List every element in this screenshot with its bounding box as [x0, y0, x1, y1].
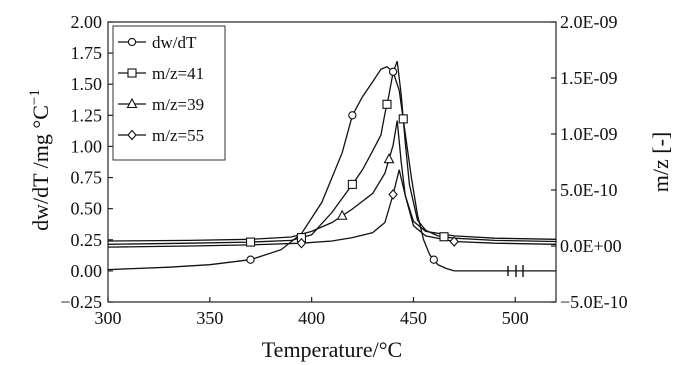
legend-label: m/z=55	[152, 126, 204, 145]
x-tick-label: 350	[196, 308, 223, 328]
y2-axis-title: m/z [-]	[648, 132, 673, 192]
legend-marker-m-z-41	[127, 68, 137, 78]
x-tick-label: 500	[502, 308, 529, 328]
y-tick-label: 0.75	[71, 168, 103, 188]
x-axis-title: Temperature/°C	[262, 337, 402, 362]
legend-label: m/z=39	[152, 95, 204, 114]
series-line-m-z-55	[107, 169, 557, 248]
marker-m-z-41	[398, 114, 408, 124]
y-axis-title-superscript: −1	[27, 89, 43, 105]
legend-label: dw/dT	[152, 33, 197, 52]
x-tick-label: 400	[298, 308, 325, 328]
marker-dw-dt	[388, 67, 398, 76]
y-ticks: −0.25 0.00 0.25 0.50 0.75 1.00 1.25 1.50 1.75 2.0…	[60, 12, 113, 312]
y-tick-label: 1.25	[71, 105, 103, 125]
series-line-dw-dt	[107, 66, 556, 272]
legend-marker-m-z-39	[126, 97, 138, 109]
y2-tick-label: 1.5E-09	[560, 68, 618, 88]
series-markers	[245, 67, 459, 264]
marker-m-z-55	[388, 189, 398, 200]
y-tick-label: 0.25	[71, 230, 103, 250]
y2-ticks: −5.0E-10 0.0E+00 5.0E-10 1.0E-09 1.5E-09 2.0E…	[551, 12, 628, 312]
marker-m-z-55	[296, 237, 307, 249]
y-tick-label: 0.50	[71, 199, 103, 219]
y2-tick-label: 2.0E-09	[560, 12, 618, 32]
legend: dw/dT m/z=41 m/z=39 m/z=55	[112, 25, 226, 161]
y-axis-title: dw/dT /mg °C−1	[27, 89, 53, 231]
y-tick-label: 1.75	[71, 43, 103, 63]
y-tick-label: 1.00	[71, 136, 103, 156]
marker-dw-dt	[429, 255, 438, 264]
marker-dw-dt	[348, 111, 357, 120]
y-tick-label: 2.00	[71, 12, 103, 32]
y2-tick-label: 5.0E-10	[560, 180, 618, 200]
legend-marker-dw-dt	[127, 37, 137, 47]
axis-break-marks	[507, 265, 524, 277]
x-tick-label: 450	[400, 308, 427, 328]
plot-frame	[107, 21, 557, 303]
legend-marker-m-z-55	[127, 129, 137, 141]
y-tick-label: −0.25	[60, 292, 102, 312]
y-tick-label: 0.00	[71, 261, 103, 281]
y2-tick-label: 0.0E+00	[560, 236, 622, 256]
x-ticks: 300 350 400 450 500	[95, 297, 529, 328]
marker-dw-dt	[246, 255, 255, 264]
x-tick-label: 300	[95, 308, 122, 328]
marker-m-z-41	[382, 99, 392, 109]
y-tick-label: 1.50	[71, 74, 103, 94]
legend-label: m/z=41	[152, 64, 204, 83]
marker-m-z-55	[449, 236, 459, 247]
axes	[107, 21, 557, 303]
y-axis-title-main: dw/dT /mg °C	[28, 105, 53, 231]
marker-m-z-41	[245, 237, 256, 247]
marker-m-z-41	[347, 179, 357, 189]
y2-tick-label: −5.0E-10	[560, 292, 628, 312]
y2-tick-label: 1.0E-09	[560, 124, 618, 144]
marker-m-z-41	[439, 232, 449, 242]
marker-m-z-39	[383, 153, 395, 164]
marker-m-z-39	[336, 209, 348, 220]
